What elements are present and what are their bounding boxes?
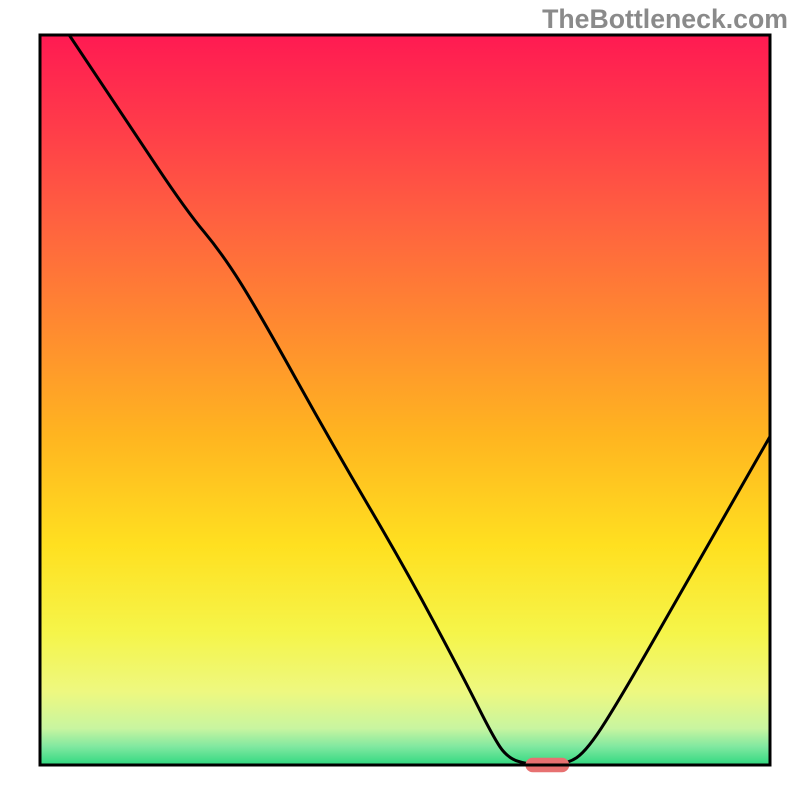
watermark-text: TheBottleneck.com bbox=[542, 4, 788, 35]
gradient-background bbox=[40, 35, 770, 765]
chart-container: { "watermark": { "text": "TheBottleneck.… bbox=[0, 0, 800, 800]
bottleneck-chart bbox=[0, 0, 800, 800]
plot-area bbox=[40, 35, 770, 772]
